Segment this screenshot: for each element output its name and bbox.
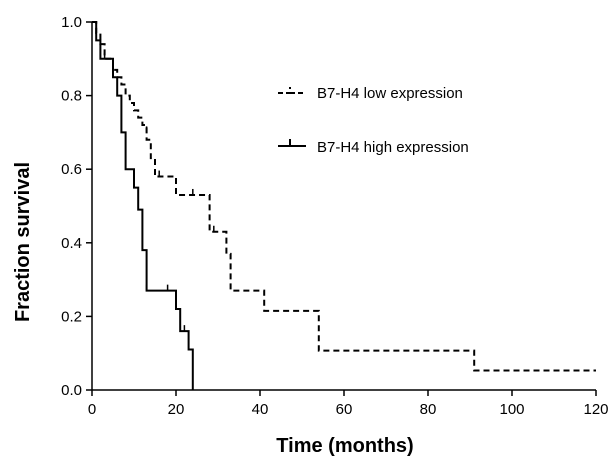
x-tick-label: 20 <box>168 401 185 418</box>
series-line-high <box>92 21 194 390</box>
x-ticks: 0 20 40 60 80 100 120 <box>88 390 609 418</box>
axes <box>91 22 596 391</box>
series-layer <box>92 21 596 390</box>
x-tick-label: 60 <box>336 401 353 418</box>
x-tick-label: 80 <box>420 401 437 418</box>
legend: B7-H4 low expression B7-H4 high expressi… <box>278 85 469 156</box>
y-tick-label: 0.8 <box>61 88 82 105</box>
series-line-low <box>92 21 596 372</box>
y-axis-title: Fraction survival <box>12 162 34 322</box>
legend-item-high: B7-H4 high expression <box>278 139 469 156</box>
legend-item-low: B7-H4 low expression <box>278 85 463 102</box>
x-tick-label: 100 <box>499 401 524 418</box>
legend-label-high: B7-H4 high expression <box>317 139 469 156</box>
x-axis-title: Time (months) <box>276 435 413 457</box>
legend-swatch-low <box>278 87 306 94</box>
legend-label-low: B7-H4 low expression <box>317 85 463 102</box>
x-tick-label: 120 <box>583 401 608 418</box>
y-ticks: 0.0 0.2 0.4 0.6 0.8 1.0 <box>61 14 92 399</box>
y-tick-label: 0.6 <box>61 161 82 178</box>
x-tick-label: 0 <box>88 401 96 418</box>
legend-swatch-high <box>278 139 306 147</box>
x-tick-label: 40 <box>252 401 269 418</box>
y-tick-label: 0.2 <box>61 308 82 325</box>
y-tick-label: 0.0 <box>61 382 82 399</box>
y-tick-label: 1.0 <box>61 14 82 31</box>
y-tick-label: 0.4 <box>61 235 82 252</box>
